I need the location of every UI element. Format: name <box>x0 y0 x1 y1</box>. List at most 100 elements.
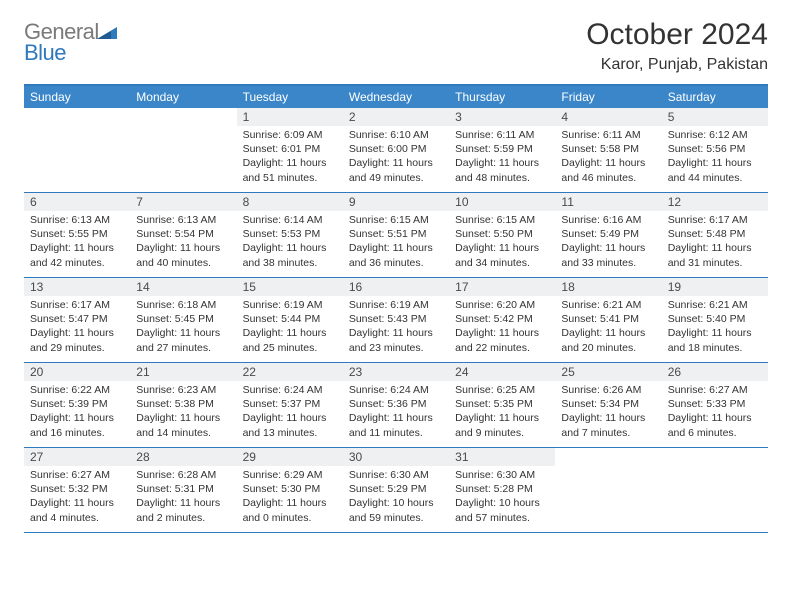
day-cell: 23Sunrise: 6:24 AMSunset: 5:36 PMDayligh… <box>343 363 449 447</box>
day-cell: 19Sunrise: 6:21 AMSunset: 5:40 PMDayligh… <box>662 278 768 362</box>
day-details: Sunrise: 6:22 AMSunset: 5:39 PMDaylight:… <box>24 381 130 444</box>
detail-line: Sunrise: 6:30 AM <box>349 468 443 482</box>
detail-line: Sunrise: 6:20 AM <box>455 298 549 312</box>
detail-line: and 7 minutes. <box>561 426 655 440</box>
day-details: Sunrise: 6:30 AMSunset: 5:28 PMDaylight:… <box>449 466 555 529</box>
detail-line: and 27 minutes. <box>136 341 230 355</box>
detail-line: Sunrise: 6:14 AM <box>243 213 337 227</box>
day-number: 23 <box>343 363 449 381</box>
day-cell: 24Sunrise: 6:25 AMSunset: 5:35 PMDayligh… <box>449 363 555 447</box>
day-cell: 16Sunrise: 6:19 AMSunset: 5:43 PMDayligh… <box>343 278 449 362</box>
detail-line: Daylight: 11 hours <box>243 496 337 510</box>
detail-line: and 9 minutes. <box>455 426 549 440</box>
detail-line: and 33 minutes. <box>561 256 655 270</box>
day-cell: 25Sunrise: 6:26 AMSunset: 5:34 PMDayligh… <box>555 363 661 447</box>
detail-line: Daylight: 11 hours <box>30 326 124 340</box>
detail-line: Sunset: 5:53 PM <box>243 227 337 241</box>
detail-line: Sunset: 5:45 PM <box>136 312 230 326</box>
day-number: 7 <box>130 193 236 211</box>
title-block: October 2024 Karor, Punjab, Pakistan <box>586 18 768 74</box>
detail-line: Sunset: 5:35 PM <box>455 397 549 411</box>
day-details: Sunrise: 6:13 AMSunset: 5:55 PMDaylight:… <box>24 211 130 274</box>
detail-line: Daylight: 11 hours <box>243 411 337 425</box>
day-details: Sunrise: 6:27 AMSunset: 5:32 PMDaylight:… <box>24 466 130 529</box>
calendar-page: General Blue October 2024 Karor, Punjab,… <box>0 0 792 543</box>
detail-line: Daylight: 11 hours <box>455 241 549 255</box>
day-cell: 27Sunrise: 6:27 AMSunset: 5:32 PMDayligh… <box>24 448 130 532</box>
day-details: Sunrise: 6:17 AMSunset: 5:48 PMDaylight:… <box>662 211 768 274</box>
day-details: Sunrise: 6:21 AMSunset: 5:40 PMDaylight:… <box>662 296 768 359</box>
detail-line: Sunrise: 6:11 AM <box>561 128 655 142</box>
detail-line: Sunset: 5:40 PM <box>668 312 762 326</box>
detail-line: Sunrise: 6:17 AM <box>30 298 124 312</box>
detail-line: Sunset: 5:29 PM <box>349 482 443 496</box>
detail-line: Daylight: 11 hours <box>349 241 443 255</box>
detail-line: Sunrise: 6:22 AM <box>30 383 124 397</box>
detail-line: Daylight: 11 hours <box>561 241 655 255</box>
day-cell: 20Sunrise: 6:22 AMSunset: 5:39 PMDayligh… <box>24 363 130 447</box>
day-number: 16 <box>343 278 449 296</box>
day-cell: 2Sunrise: 6:10 AMSunset: 6:00 PMDaylight… <box>343 108 449 192</box>
detail-line: Daylight: 11 hours <box>668 411 762 425</box>
detail-line: and 14 minutes. <box>136 426 230 440</box>
detail-line: Sunset: 5:33 PM <box>668 397 762 411</box>
day-number: 25 <box>555 363 661 381</box>
detail-line: Sunrise: 6:10 AM <box>349 128 443 142</box>
day-cell: 10Sunrise: 6:15 AMSunset: 5:50 PMDayligh… <box>449 193 555 277</box>
detail-line: Sunrise: 6:27 AM <box>668 383 762 397</box>
detail-line: Sunset: 5:38 PM <box>136 397 230 411</box>
day-number: 4 <box>555 108 661 126</box>
day-details: Sunrise: 6:21 AMSunset: 5:41 PMDaylight:… <box>555 296 661 359</box>
day-cell: 8Sunrise: 6:14 AMSunset: 5:53 PMDaylight… <box>237 193 343 277</box>
day-header-row: SundayMondayTuesdayWednesdayThursdayFrid… <box>24 86 768 108</box>
day-cell: 4Sunrise: 6:11 AMSunset: 5:58 PMDaylight… <box>555 108 661 192</box>
detail-line: Daylight: 11 hours <box>349 156 443 170</box>
day-cell: 17Sunrise: 6:20 AMSunset: 5:42 PMDayligh… <box>449 278 555 362</box>
detail-line: Sunrise: 6:29 AM <box>243 468 337 482</box>
detail-line: and 23 minutes. <box>349 341 443 355</box>
day-cell: 1Sunrise: 6:09 AMSunset: 6:01 PMDaylight… <box>237 108 343 192</box>
detail-line: Daylight: 11 hours <box>668 156 762 170</box>
detail-line: Daylight: 11 hours <box>30 411 124 425</box>
detail-line: Daylight: 11 hours <box>243 326 337 340</box>
day-number: 14 <box>130 278 236 296</box>
day-cell: 3Sunrise: 6:11 AMSunset: 5:59 PMDaylight… <box>449 108 555 192</box>
detail-line: Sunset: 5:47 PM <box>30 312 124 326</box>
day-details: Sunrise: 6:13 AMSunset: 5:54 PMDaylight:… <box>130 211 236 274</box>
day-cell: 28Sunrise: 6:28 AMSunset: 5:31 PMDayligh… <box>130 448 236 532</box>
day-cell: 22Sunrise: 6:24 AMSunset: 5:37 PMDayligh… <box>237 363 343 447</box>
day-number: 12 <box>662 193 768 211</box>
day-number: 22 <box>237 363 343 381</box>
detail-line: Sunset: 5:58 PM <box>561 142 655 156</box>
day-number: 5 <box>662 108 768 126</box>
day-cell: 5Sunrise: 6:12 AMSunset: 5:56 PMDaylight… <box>662 108 768 192</box>
day-cell: 21Sunrise: 6:23 AMSunset: 5:38 PMDayligh… <box>130 363 236 447</box>
detail-line: and 57 minutes. <box>455 511 549 525</box>
detail-line: Sunset: 5:49 PM <box>561 227 655 241</box>
logo-mark-icon <box>97 25 117 39</box>
day-details: Sunrise: 6:18 AMSunset: 5:45 PMDaylight:… <box>130 296 236 359</box>
day-details: Sunrise: 6:10 AMSunset: 6:00 PMDaylight:… <box>343 126 449 189</box>
day-details: Sunrise: 6:12 AMSunset: 5:56 PMDaylight:… <box>662 126 768 189</box>
detail-line: and 59 minutes. <box>349 511 443 525</box>
day-header: Tuesday <box>237 86 343 108</box>
detail-line: Daylight: 11 hours <box>455 326 549 340</box>
day-cell: 26Sunrise: 6:27 AMSunset: 5:33 PMDayligh… <box>662 363 768 447</box>
detail-line: Sunrise: 6:13 AM <box>136 213 230 227</box>
detail-line: Sunrise: 6:13 AM <box>30 213 124 227</box>
day-number: 31 <box>449 448 555 466</box>
detail-line: Sunset: 6:00 PM <box>349 142 443 156</box>
detail-line: Sunrise: 6:12 AM <box>668 128 762 142</box>
detail-line: Daylight: 11 hours <box>30 241 124 255</box>
detail-line: Sunset: 5:39 PM <box>30 397 124 411</box>
detail-line: and 13 minutes. <box>243 426 337 440</box>
detail-line: Sunset: 5:48 PM <box>668 227 762 241</box>
detail-line: Daylight: 10 hours <box>349 496 443 510</box>
day-cell: 30Sunrise: 6:30 AMSunset: 5:29 PMDayligh… <box>343 448 449 532</box>
detail-line: Sunset: 5:59 PM <box>455 142 549 156</box>
detail-line: and 49 minutes. <box>349 171 443 185</box>
day-details: Sunrise: 6:28 AMSunset: 5:31 PMDaylight:… <box>130 466 236 529</box>
detail-line: Daylight: 11 hours <box>668 326 762 340</box>
detail-line: and 18 minutes. <box>668 341 762 355</box>
detail-line: Sunrise: 6:21 AM <box>668 298 762 312</box>
